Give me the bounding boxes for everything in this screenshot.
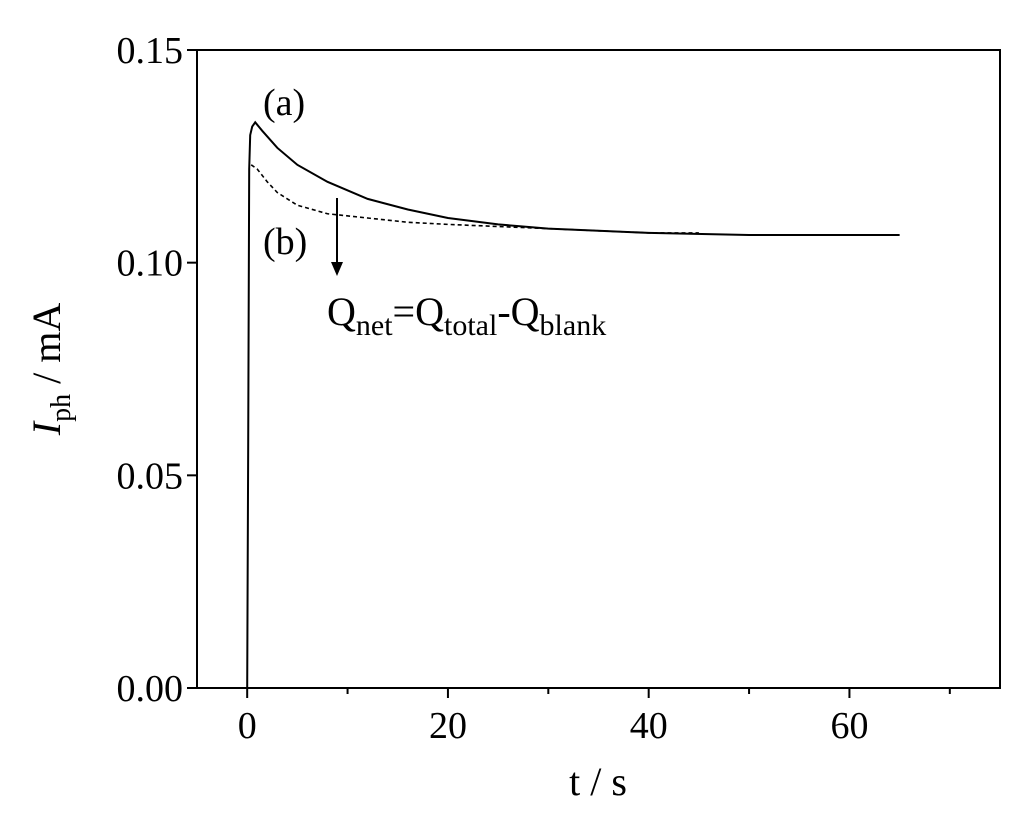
x-axis-label: t / s [569,759,627,804]
text-part: I [24,420,69,436]
series-line [246,120,900,689]
x-tick-label: 60 [830,705,868,747]
subscript: blank [540,309,607,342]
arrow-head [331,262,343,276]
text-part: -Q [497,289,539,334]
plot-frame [196,49,1001,689]
subscript: net [356,309,393,342]
text-part: / mA [24,303,69,394]
text-part: Q [327,289,356,334]
x-tick-label: 0 [238,705,257,747]
annotation: (b) [263,221,307,263]
subscript: ph [46,394,77,422]
y-tick-label: 0.00 [117,668,184,710]
x-tick-label: 40 [630,705,668,747]
x-tick-label: 20 [429,705,467,747]
subscript: total [444,309,497,342]
formula: Qnet=Qtotal-Qblank [327,289,606,342]
annotation: (a) [263,82,305,124]
series-line [250,164,699,234]
text-part: =Q [393,289,445,334]
y-axis-label: Iph / mA [24,303,77,437]
y-tick-label: 0.15 [117,30,184,72]
y-tick-label: 0.10 [117,243,184,285]
y-tick-label: 0.05 [117,455,184,497]
